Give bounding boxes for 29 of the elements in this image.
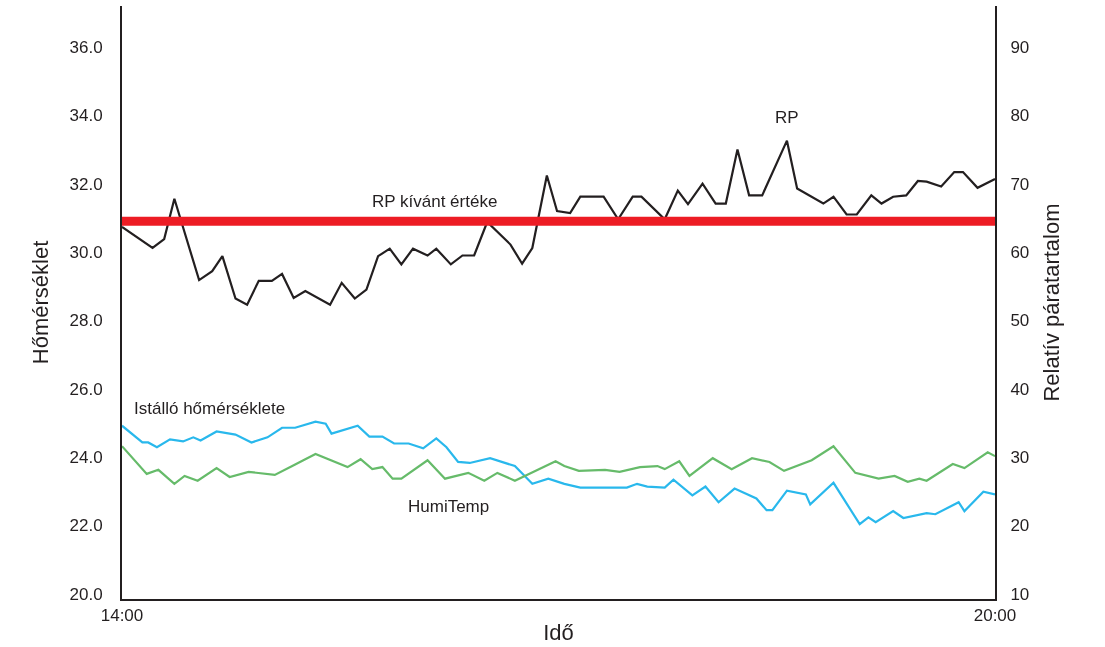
y2-tick-label: 80 [1010, 106, 1030, 126]
series-label: HumiTemp [408, 497, 490, 516]
y-tick-label: 22.0 [69, 516, 103, 536]
x-tick-label: 20:00 [973, 606, 1017, 626]
y-tick-label: 36.0 [69, 37, 103, 57]
y2-tick-label: 30 [1010, 448, 1030, 468]
series-label: Istálló hőmérséklete [134, 399, 286, 418]
y-tick-label: 20.0 [69, 584, 103, 604]
y2-tick-label: 90 [1010, 37, 1030, 57]
ref-line-label: RP kívánt értéke [372, 192, 498, 211]
y2-tick-label: 50 [1010, 311, 1030, 331]
y-tick-label: 34.0 [69, 106, 103, 126]
y-tick-label: 28.0 [69, 311, 103, 331]
x-tick-label: 14:00 [100, 606, 144, 626]
y-tick-label: 32.0 [69, 174, 103, 194]
x-axis-title: Idő [543, 619, 574, 645]
line-series [122, 445, 995, 485]
y-axis-title: Hőmérséklet [27, 240, 53, 365]
y2-axis-title: Relatív páratartalom [1038, 203, 1064, 402]
y2-tick-label: 70 [1010, 174, 1030, 194]
y-tick-label: 26.0 [69, 379, 103, 399]
series-label: RP [775, 108, 799, 127]
y-tick-label: 30.0 [69, 243, 103, 263]
y-tick-label: 24.0 [69, 448, 103, 468]
y2-tick-label: 40 [1010, 379, 1030, 399]
y2-tick-label: 60 [1010, 243, 1030, 263]
y2-tick-label: 10 [1010, 584, 1030, 604]
y2-tick-label: 20 [1010, 516, 1030, 536]
line-series [122, 420, 995, 526]
